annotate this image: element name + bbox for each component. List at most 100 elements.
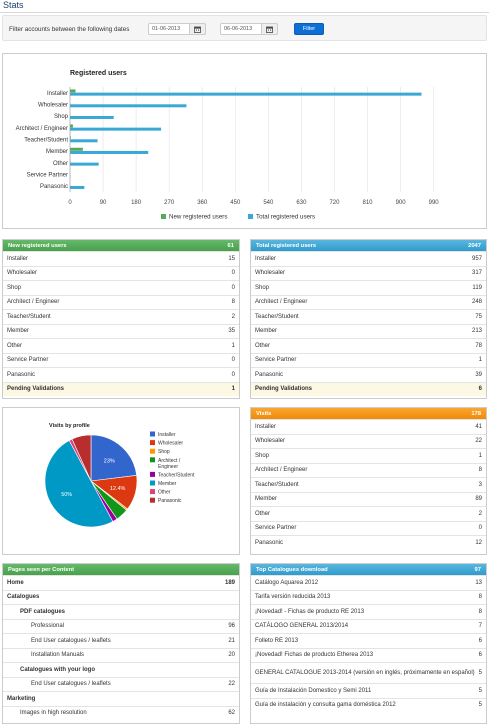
row-label: Wholesaler	[255, 438, 286, 445]
visits-by-profile-chart: Visits by profile 23% 12.4% 50% Installer Who…	[2, 407, 240, 555]
row-label: GENERAL CATALOGUE 2013-2014 (versión en …	[255, 670, 475, 676]
table-row: ¡Novedad! Fichas de producto Etherea 201…	[251, 647, 486, 663]
row-value: 78	[475, 342, 482, 349]
bar-new	[70, 124, 73, 128]
pages-seen-panel: Pages seen per Content Home 189 Catalogues…	[2, 563, 240, 724]
bar-total	[70, 139, 98, 143]
total-users-header: Total registered users 2047	[251, 240, 486, 251]
date-to-input[interactable]: 06-06-2013	[220, 23, 262, 35]
pending-value: 1	[231, 386, 235, 393]
slice-label: 50%	[61, 492, 72, 498]
legend-swatch	[150, 471, 155, 477]
filter-button[interactable]: Filter	[294, 23, 324, 35]
category-label: Installer	[47, 91, 68, 97]
row-value: 21	[228, 637, 235, 644]
legend-label: New registered users	[169, 214, 227, 221]
x-tick-label: 990	[429, 200, 440, 206]
date-from-calendar-button[interactable]	[190, 23, 206, 35]
top-catalogues-total: 97	[474, 566, 481, 573]
table-row: GENERAL CATALOGUE 2013-2014 (versión en …	[251, 662, 486, 683]
pages-seen-rows: Home 189 Catalogues PDF catalogues Professio…	[3, 575, 239, 720]
row-value: 0	[231, 371, 235, 378]
pie-slice	[44, 440, 114, 528]
row-label: Architect / Engineer	[7, 299, 60, 306]
row-value: 189	[224, 579, 235, 586]
row-value: 62	[228, 710, 235, 717]
row-label: Panasonic	[255, 539, 284, 546]
table-row: Other 1	[3, 338, 239, 353]
row-value: 5	[478, 702, 482, 709]
row-value: 3	[478, 481, 482, 488]
new-users-title: New registered users	[8, 242, 67, 249]
row-label: PDF catalogues	[20, 608, 66, 615]
row-label: Teacher/Student	[255, 481, 299, 488]
row-label: Service Partner	[7, 357, 49, 364]
table-row: Wholesaler 22	[251, 433, 486, 449]
row-label: Shop	[255, 452, 270, 459]
table-row: Folleto RE 2013 6	[251, 633, 486, 648]
slice-label: 23%	[104, 458, 115, 464]
x-tick-label: 270	[164, 200, 175, 206]
new-users-header: New registered users 61	[3, 240, 239, 251]
table-row: Catalogues with your logo	[3, 662, 239, 677]
table-row: Catálogo Aquarea 2012 13	[251, 575, 486, 590]
row-label: Images in high resolution	[20, 710, 87, 717]
page-title: Stats	[3, 0, 24, 10]
x-tick-label: 180	[131, 200, 142, 206]
row-value: 7	[478, 623, 482, 630]
category-label: Other	[53, 161, 68, 167]
title-divider	[0, 12, 489, 13]
row-value: 8	[231, 299, 235, 306]
row-label: End User catalogues / leaflets	[31, 637, 111, 644]
row-label: Other	[255, 510, 271, 517]
visits-title: Visits	[256, 410, 272, 417]
category-label: Teacher/Student	[24, 138, 68, 144]
pages-seen-title: Pages seen per Content	[8, 566, 75, 573]
bar-total	[70, 162, 99, 166]
visits-pie-chart: Visits by profile 23% 12.4% 50% Installer Who…	[44, 423, 195, 528]
row-value: 119	[472, 284, 482, 291]
row-label: Installer	[7, 255, 29, 262]
legend-swatch	[161, 214, 166, 219]
legend-swatch	[150, 480, 155, 486]
row-value: 1	[478, 357, 482, 364]
row-value: 39	[475, 371, 482, 378]
row-label: Architect / Engineer	[255, 467, 308, 474]
row-value: 8	[478, 467, 482, 474]
row-label: Teacher/Student	[7, 313, 51, 320]
table-row: Installation Manuals 20	[3, 647, 239, 663]
row-value: 96	[228, 623, 235, 630]
row-label: End User catalogues / leaflets	[31, 681, 111, 688]
pending-validations-row: Pending Validations 6	[251, 381, 486, 396]
table-row: Shop 1	[251, 448, 486, 463]
row-label: Service Partner	[255, 357, 297, 364]
pending-value: 6	[478, 386, 482, 393]
date-from-input[interactable]: 01-06-2013	[148, 23, 190, 35]
row-value: 5	[478, 687, 482, 694]
legend-label: Other	[158, 490, 171, 496]
row-label: Wholesaler	[255, 270, 286, 277]
legend-swatch	[248, 214, 253, 219]
row-value: 5	[478, 670, 482, 676]
row-value: 8	[478, 608, 482, 615]
table-row: Marketing	[3, 691, 239, 706]
row-value: 1	[478, 452, 482, 459]
row-label: Architect / Engineer	[255, 299, 308, 306]
legend-label: Installer	[158, 432, 176, 438]
row-label: Installation Manuals	[31, 652, 85, 659]
row-label: Panasonic	[255, 371, 284, 378]
row-label: CATÁLOGO GENERAL 2013/2014	[255, 623, 349, 630]
row-label: Shop	[7, 284, 22, 291]
row-value: 6	[478, 637, 482, 644]
bar-new	[70, 89, 76, 93]
row-value: 35	[228, 328, 235, 335]
table-row: Installer 957	[251, 251, 486, 266]
row-value: 15	[228, 255, 235, 262]
row-label: Teacher/Student	[255, 313, 299, 320]
row-label: Catalogues	[7, 594, 40, 601]
top-catalogues-header: Top Catalogues download 97	[251, 564, 486, 575]
row-value: 13	[475, 579, 482, 586]
legend-label: Teacher/Student	[158, 472, 195, 478]
date-to-calendar-button[interactable]	[262, 23, 278, 35]
legend-label: Total registered users	[256, 214, 315, 221]
